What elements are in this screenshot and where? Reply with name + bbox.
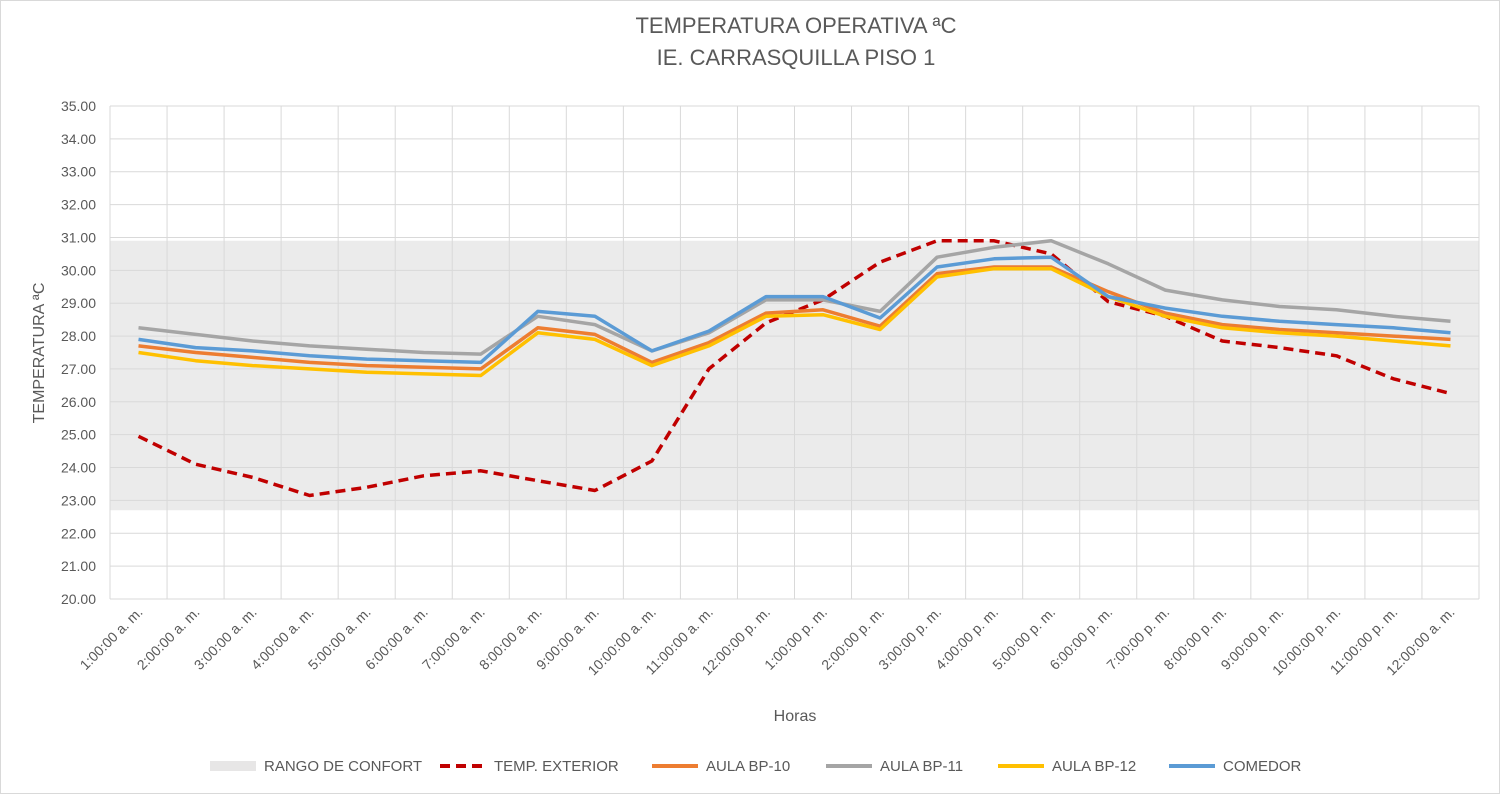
y-tick-label: 25.00	[61, 427, 96, 443]
y-tick-label: 29.00	[61, 295, 96, 311]
y-axis-label: TEMPERATURA ªC	[31, 283, 48, 424]
legend-label: AULA BP-11	[880, 758, 963, 775]
chart-title: TEMPERATURA OPERATIVA ªC	[635, 13, 956, 38]
series-line-aula-bp-12	[138, 266, 1451, 378]
y-tick-label: 31.00	[61, 229, 96, 245]
legend-label: RANGO DE CONFORT	[264, 758, 422, 775]
y-tick-label: 23.00	[61, 492, 96, 508]
legend-label: COMEDOR	[1223, 758, 1302, 775]
series-line-aula-bp-11	[138, 239, 1451, 356]
legend-label: TEMP. EXTERIOR	[494, 758, 619, 775]
y-tick-label: 27.00	[61, 361, 96, 377]
plot-area: 20.00 21.00 22.00 23.00 24.00 25.00 26.00 27.00…	[61, 98, 1480, 678]
y-tick-label: 30.00	[61, 262, 96, 278]
series-line-comedor	[138, 255, 1451, 365]
legend-label: AULA BP-12	[1052, 758, 1136, 775]
y-tick-label: 32.00	[61, 197, 96, 213]
legend: RANGO DE CONFORT TEMP. EXTERIOR AULA BP-10…	[210, 758, 1302, 775]
chart-subtitle: IE. CARRASQUILLA PISO 1	[657, 45, 936, 70]
y-tick-label: 33.00	[61, 164, 96, 180]
y-tick-label: 26.00	[61, 394, 96, 410]
y-tick-label: 34.00	[61, 131, 96, 147]
y-tick-label: 28.00	[61, 328, 96, 344]
x-axis-label: Horas	[774, 708, 817, 725]
y-tick-label: 21.00	[61, 558, 96, 574]
series-line-temp-exterior	[137, 239, 1451, 498]
legend-label: AULA BP-10	[706, 758, 790, 775]
y-tick-label: 20.00	[61, 591, 96, 607]
y-tick-label: 22.00	[61, 525, 96, 541]
legend-swatch-comfort-band	[210, 761, 256, 771]
y-tick-label: 35.00	[61, 98, 96, 114]
y-tick-label: 24.00	[61, 460, 96, 476]
series-line-aula-bp-10	[138, 265, 1451, 371]
